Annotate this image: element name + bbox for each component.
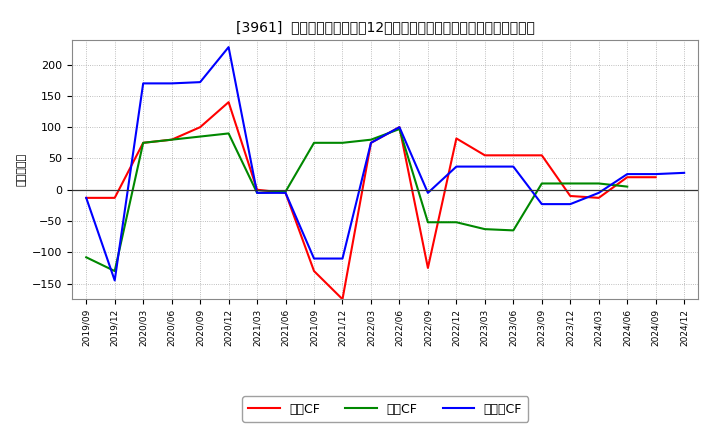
投資CF bbox=[395, 126, 404, 132]
フリーCF bbox=[537, 202, 546, 207]
投資CF bbox=[366, 137, 375, 142]
営業CF bbox=[623, 175, 631, 180]
投資CF bbox=[480, 227, 489, 232]
営業CF bbox=[566, 193, 575, 198]
投資CF bbox=[310, 140, 318, 146]
フリーCF bbox=[110, 278, 119, 283]
フリーCF bbox=[366, 140, 375, 146]
投資CF bbox=[110, 268, 119, 274]
フリーCF bbox=[253, 190, 261, 195]
フリーCF bbox=[225, 44, 233, 50]
営業CF bbox=[196, 125, 204, 130]
投資CF bbox=[225, 131, 233, 136]
投資CF bbox=[509, 228, 518, 233]
投資CF bbox=[167, 137, 176, 142]
営業CF bbox=[395, 125, 404, 130]
営業CF bbox=[282, 190, 290, 195]
営業CF bbox=[537, 153, 546, 158]
営業CF bbox=[423, 265, 432, 271]
投資CF bbox=[338, 140, 347, 146]
フリーCF bbox=[395, 125, 404, 130]
フリーCF bbox=[566, 202, 575, 207]
フリーCF bbox=[282, 190, 290, 195]
投資CF bbox=[282, 189, 290, 194]
投資CF bbox=[537, 181, 546, 186]
投資CF bbox=[196, 134, 204, 139]
投資CF bbox=[595, 181, 603, 186]
営業CF bbox=[366, 140, 375, 146]
フリーCF bbox=[82, 195, 91, 201]
フリーCF bbox=[452, 164, 461, 169]
投資CF bbox=[566, 181, 575, 186]
投資CF bbox=[452, 220, 461, 225]
営業CF bbox=[82, 195, 91, 201]
Y-axis label: （百万円）: （百万円） bbox=[17, 153, 27, 186]
営業CF bbox=[652, 175, 660, 180]
営業CF bbox=[338, 297, 347, 302]
営業CF bbox=[253, 187, 261, 192]
営業CF bbox=[452, 136, 461, 141]
投資CF bbox=[623, 184, 631, 189]
営業CF bbox=[110, 195, 119, 201]
投資CF bbox=[82, 255, 91, 260]
フリーCF bbox=[139, 81, 148, 86]
Title: [3961]  キャッシュフローの12か月移動合計の対前年同期増減額の推移: [3961] キャッシュフローの12か月移動合計の対前年同期増減額の推移 bbox=[235, 20, 535, 34]
フリーCF bbox=[652, 172, 660, 177]
営業CF bbox=[139, 140, 148, 146]
フリーCF bbox=[196, 80, 204, 85]
営業CF bbox=[225, 99, 233, 105]
Line: 投資CF: 投資CF bbox=[86, 129, 627, 271]
投資CF bbox=[139, 140, 148, 146]
営業CF bbox=[595, 195, 603, 201]
フリーCF bbox=[509, 164, 518, 169]
営業CF bbox=[310, 268, 318, 274]
Line: フリーCF: フリーCF bbox=[86, 47, 684, 280]
フリーCF bbox=[480, 164, 489, 169]
Line: 営業CF: 営業CF bbox=[86, 102, 656, 299]
フリーCF bbox=[623, 172, 631, 177]
フリーCF bbox=[338, 256, 347, 261]
Legend: 営業CF, 投資CF, フリーCF: 営業CF, 投資CF, フリーCF bbox=[242, 396, 528, 422]
営業CF bbox=[509, 153, 518, 158]
フリーCF bbox=[310, 256, 318, 261]
フリーCF bbox=[680, 170, 688, 176]
投資CF bbox=[423, 220, 432, 225]
営業CF bbox=[480, 153, 489, 158]
営業CF bbox=[167, 137, 176, 142]
フリーCF bbox=[423, 190, 432, 195]
フリーCF bbox=[595, 190, 603, 195]
投資CF bbox=[253, 190, 261, 195]
フリーCF bbox=[167, 81, 176, 86]
